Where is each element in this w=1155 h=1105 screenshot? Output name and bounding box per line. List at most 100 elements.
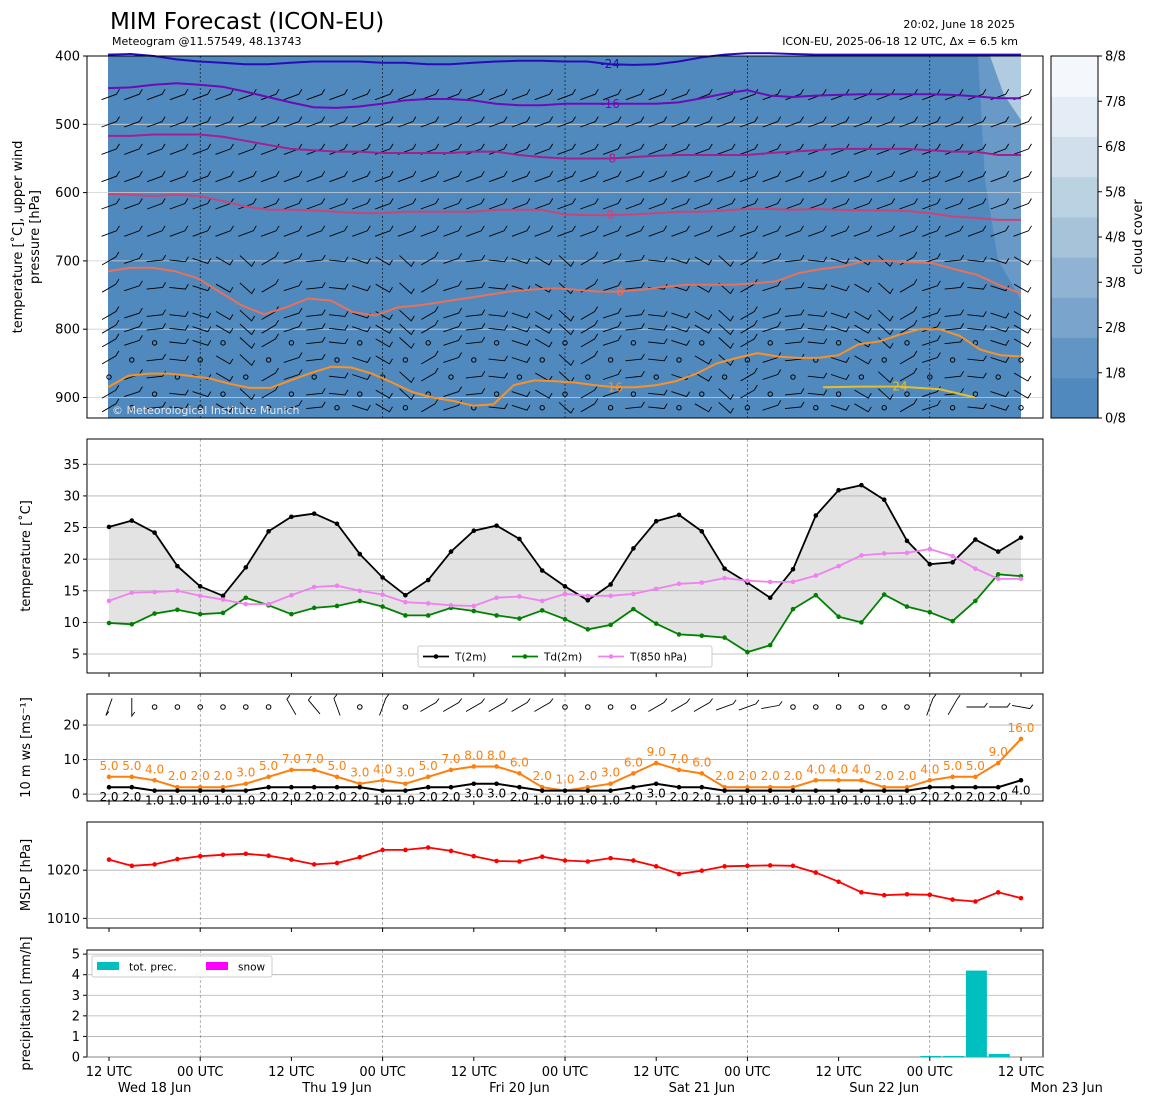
wind-barb: [215, 225, 234, 237]
data-point: [220, 784, 226, 790]
wind-barb: [260, 88, 280, 101]
wind-barb: [718, 282, 734, 295]
data-point: [722, 635, 727, 640]
wind-barb: [283, 369, 303, 380]
wind-barb: [239, 337, 256, 349]
wind-barb: [716, 88, 736, 101]
wind-barb: [511, 198, 531, 210]
x-tick-label: 12 UTC: [998, 1065, 1044, 1080]
wind-barb: [718, 323, 734, 336]
wind-barb: [124, 280, 143, 292]
wind-barb: [740, 384, 758, 399]
data-point: [197, 788, 203, 793]
calm-wind-marker: [790, 704, 796, 710]
calm-wind-marker: [676, 357, 682, 363]
data-point: [243, 851, 249, 857]
data-point: [380, 604, 385, 609]
data-point: [197, 584, 203, 589]
wind-barb: [671, 143, 690, 155]
wind-barb: [192, 143, 212, 155]
data-point: [973, 774, 978, 780]
data-point: [676, 871, 682, 877]
calm-wind-marker: [699, 391, 705, 397]
wind-barb: [421, 367, 439, 382]
wind-barb: [307, 695, 321, 715]
data-point: [973, 598, 978, 604]
data-label: 4.0: [145, 762, 164, 776]
wind-barb: [465, 388, 486, 396]
calm-wind-marker: [197, 357, 203, 363]
wind-barb: [535, 338, 553, 348]
data-point: [767, 784, 773, 790]
wind-barb: [967, 403, 987, 410]
wind-barb: [853, 225, 873, 237]
isotherm-line: [108, 133, 1021, 160]
x-tick-label: 12 UTC: [633, 1065, 679, 1080]
wind-barb: [286, 694, 297, 716]
data-point: [859, 620, 864, 625]
data-point: [175, 788, 180, 793]
data-point: [380, 592, 385, 597]
wind-barb: [558, 354, 575, 367]
calm-wind-marker: [334, 357, 340, 363]
data-point: [129, 863, 135, 869]
data-point: [357, 588, 363, 594]
data-point: [152, 788, 157, 793]
wind-barb: [899, 398, 918, 413]
data-label: 1.0: [761, 794, 780, 808]
wind-barb: [375, 389, 393, 399]
wind-barb: [397, 198, 417, 210]
data-label: 2.0: [761, 769, 780, 783]
calm-wind-marker: [493, 340, 500, 346]
data-label: 2.0: [122, 790, 141, 804]
wind-barb: [146, 170, 166, 183]
wind-barb: [352, 326, 371, 333]
wind-barb: [239, 282, 256, 295]
wind-barb: [328, 283, 349, 290]
legend-label: Td(2m): [543, 652, 582, 664]
data-point: [289, 784, 294, 790]
wind-barb: [124, 170, 143, 183]
wind-barb: [922, 170, 941, 183]
data-point: [220, 610, 226, 616]
data-point: [334, 521, 340, 527]
wind-barb: [192, 225, 212, 237]
wind-barb: [442, 698, 463, 712]
data-point: [904, 604, 910, 609]
wind-barb: [648, 256, 668, 263]
data-point: [631, 606, 636, 612]
wind-barb: [375, 338, 393, 348]
wind-barb: [694, 372, 713, 382]
wind-barb: [397, 170, 417, 183]
wind-barb: [557, 170, 576, 183]
wind-barb: [261, 367, 279, 382]
data-point: [517, 616, 522, 621]
data-point: [904, 788, 910, 793]
wind-barb: [739, 88, 759, 101]
wind-barb: [877, 255, 894, 268]
wind-barb: [602, 335, 622, 346]
data-label: 9.0: [647, 745, 666, 759]
data-point: [745, 863, 750, 869]
wind-barb: [374, 198, 394, 210]
wind-barb: [399, 371, 415, 384]
wind-barb: [352, 257, 371, 264]
wind-barb: [854, 389, 872, 399]
data-point: [950, 784, 955, 790]
precip-bar: [965, 970, 987, 1057]
wind-barb: [239, 255, 256, 268]
isotherm-label: 0: [606, 208, 614, 222]
wind-barb: [718, 255, 734, 268]
data-point: [836, 879, 841, 885]
wind-barb: [443, 335, 462, 346]
wind-barb: [899, 116, 918, 128]
wind-barb: [124, 307, 143, 319]
wind-barb: [830, 326, 850, 333]
data-point: [813, 592, 819, 598]
y-tick-label: 400: [55, 50, 80, 65]
calm-wind-marker: [129, 405, 135, 411]
data-point: [425, 774, 431, 780]
y-tick-label: 2: [72, 1009, 80, 1024]
data-point: [881, 497, 887, 503]
